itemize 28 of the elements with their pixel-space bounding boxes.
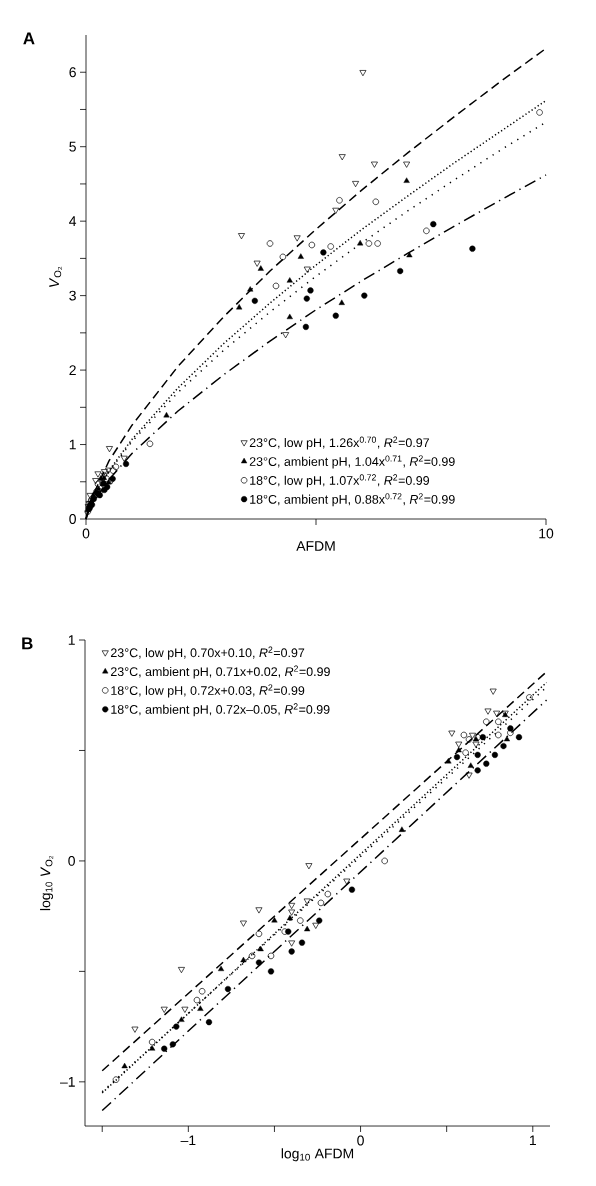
y-axis-title: log$_{10}$ V$_{O₂}$ — [40, 855, 54, 911]
legend-label: 23°C, low pH, 0.70x+0.10, R$^{2}$=0.97 — [110, 646, 305, 660]
legend-label: 18°C, low pH, 0.72x+0.03, R$^{2}$=0.99 — [111, 684, 305, 698]
chart-title: B — [22, 637, 33, 650]
x-tick-label: 1 — [529, 1135, 536, 1146]
y-tick-label: 4 — [69, 216, 77, 226]
y-tick-label: 0 — [68, 855, 75, 866]
y-tick-label: 6 — [69, 67, 76, 78]
x-axis-title: log$_{10}$ AFDM — [281, 1148, 354, 1162]
y-tick-label: 1 — [68, 635, 75, 645]
legend-label: 18°C, ambient pH, 0.72x–0.05, R$^{2}$=0.99 — [111, 703, 330, 717]
x-tick-label: 10 — [539, 528, 554, 539]
y-axis-title: V$_{O₂}$ — [49, 266, 62, 287]
legend-label: 23°C, ambient pH, 0.71x+0.02, R$^{2}$=0.99 — [110, 665, 330, 679]
x-tick-label: 0 — [357, 1135, 364, 1146]
y-tick-label: 0 — [69, 514, 76, 524]
y-tick-label: 5 — [69, 141, 76, 152]
y-tick-label: 1 — [69, 439, 76, 450]
x-tick-label: –1 — [180, 1135, 196, 1146]
y-tick-label: 2 — [69, 365, 76, 375]
x-axis-title: AFDM — [296, 541, 335, 551]
chart-title: A — [23, 32, 35, 45]
legend-label: 18°C, low pH, 1.07x$^{0.72}$, R$^{2}$=0.99 — [250, 474, 430, 488]
legend-label: 23°C, ambient pH, 1.04x$^{0.71}$, R$^{2}$=0.99 — [249, 455, 455, 469]
legend-label: 23°C, low pH, 1.26x$^{0.70}$, R$^{2}$=0.97 — [249, 436, 429, 450]
y-tick-label: 3 — [69, 290, 76, 301]
legend-label: 18°C, ambient pH, 0.88x$^{0.72}$, R$^{2}$=0.99 — [250, 493, 455, 507]
y-tick-label: –1 — [59, 1077, 75, 1087]
